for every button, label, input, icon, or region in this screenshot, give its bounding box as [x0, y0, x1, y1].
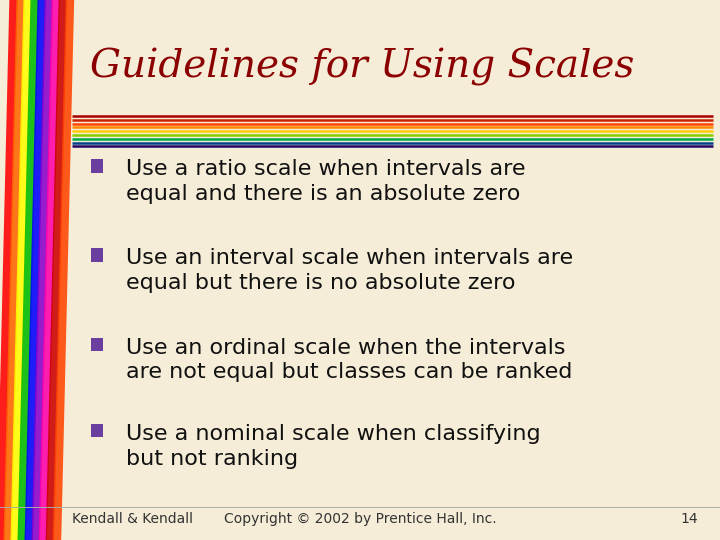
Bar [91, 159, 103, 173]
Text: Use an interval scale when intervals are
equal but there is no absolute zero: Use an interval scale when intervals are… [126, 248, 573, 293]
Text: Use a nominal scale when classifying
but not ranking: Use a nominal scale when classifying but… [126, 424, 541, 469]
Polygon shape [32, 0, 53, 540]
Polygon shape [39, 0, 60, 540]
Bar [91, 424, 103, 437]
Polygon shape [11, 0, 32, 540]
Polygon shape [17, 0, 39, 540]
Text: Copyright © 2002 by Prentice Hall, Inc.: Copyright © 2002 by Prentice Hall, Inc. [224, 512, 496, 526]
Text: 14: 14 [681, 512, 698, 526]
Text: Use an ordinal scale when the intervals
are not equal but classes can be ranked: Use an ordinal scale when the intervals … [126, 338, 572, 382]
Polygon shape [53, 0, 74, 540]
Polygon shape [24, 0, 46, 540]
Text: Kendall & Kendall: Kendall & Kendall [72, 512, 193, 526]
Bar [91, 338, 103, 351]
Polygon shape [45, 0, 67, 540]
Text: Guidelines for Using Scales: Guidelines for Using Scales [90, 49, 634, 86]
Text: Use a ratio scale when intervals are
equal and there is an absolute zero: Use a ratio scale when intervals are equ… [126, 159, 526, 204]
Polygon shape [4, 0, 25, 540]
Polygon shape [0, 0, 18, 540]
Bar [91, 248, 103, 262]
